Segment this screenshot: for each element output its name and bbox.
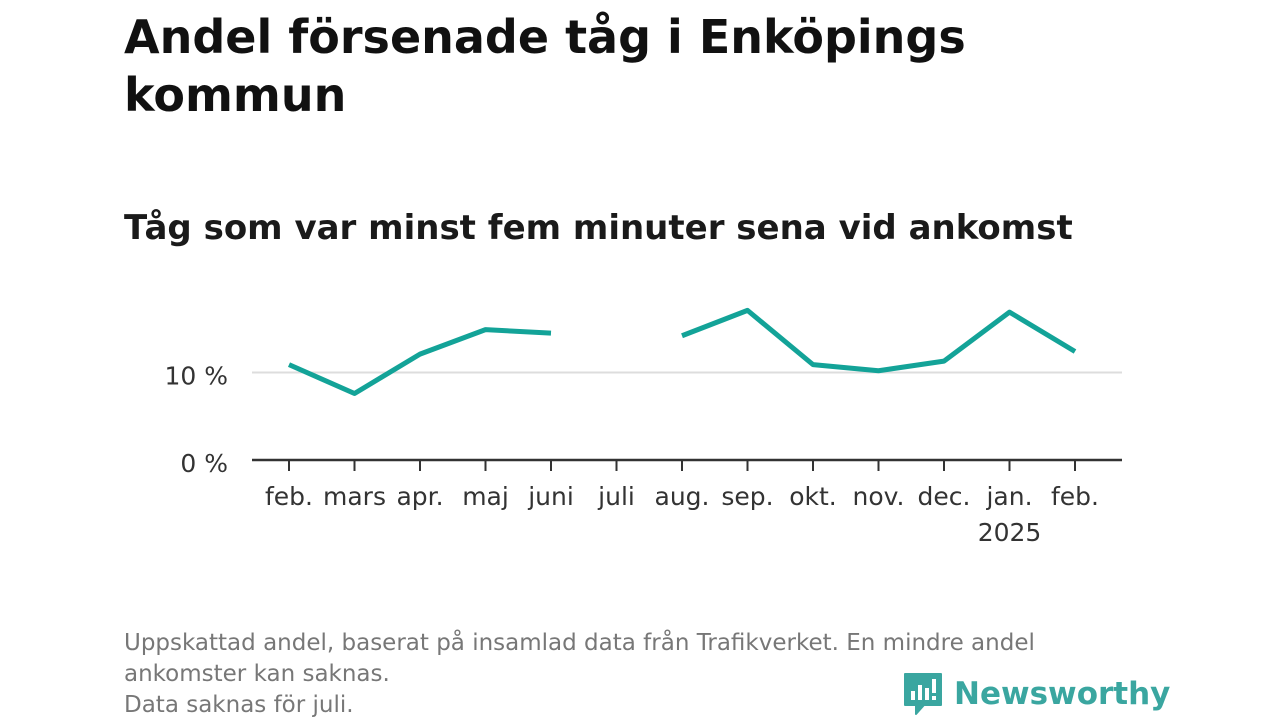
x-tick-label: juli — [597, 482, 635, 511]
x-tick-label: mars — [323, 482, 386, 511]
y-tick-label: 0 % — [180, 449, 228, 478]
chart-title: Andel försenade tåg i Enköpings kommun — [124, 10, 966, 122]
x-tick-label: okt. — [789, 482, 837, 511]
footnote-line-1: Uppskattad andel, baserat på insamlad da… — [124, 630, 1035, 656]
x-tick-label: apr. — [396, 482, 443, 511]
x-tick-label: feb. — [265, 482, 313, 511]
x-tick-label: aug. — [655, 482, 710, 511]
footnote: Uppskattad andel, baserat på insamlad da… — [124, 628, 1164, 721]
brand-logo: Newsworthy — [902, 670, 1170, 718]
brand-name: Newsworthy — [954, 676, 1171, 712]
series-line-segment — [287, 327, 552, 396]
x-tick-label: feb. — [1051, 482, 1099, 511]
series-line-segment — [681, 307, 1077, 374]
chart-subtitle: Tåg som var minst fem minuter sena vid a… — [124, 208, 1073, 248]
x-tick-sublabel: 2025 — [978, 518, 1042, 547]
line-layer — [287, 307, 1077, 396]
footnote-line-3: Data saknas för juli. — [124, 692, 354, 718]
y-tick-label: 10 % — [164, 362, 228, 391]
newsworthy-logo-icon — [904, 673, 942, 715]
label-layer: 0 % 10 % feb. mars apr. maj juni juli aug. sep. ok… — [164, 362, 1099, 548]
x-tick-label: sep. — [721, 482, 773, 511]
x-tick-label: juni — [527, 482, 574, 511]
axis-layer — [252, 458, 1122, 471]
footnote-line-2: ankomster kan saknas. — [124, 661, 390, 687]
x-tick-label: dec. — [918, 482, 971, 511]
x-tick-label: nov. — [853, 482, 905, 511]
x-tick-label: jan. — [985, 482, 1032, 511]
x-tick-label: maj — [462, 482, 509, 511]
